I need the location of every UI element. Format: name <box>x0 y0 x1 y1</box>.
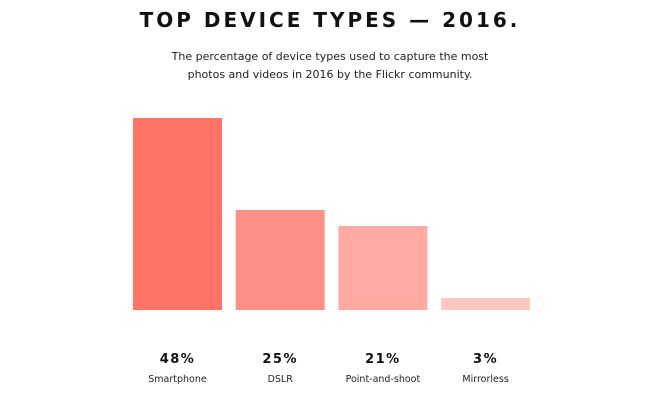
chart-title: TOP DEVICE TYPES — 2016. <box>139 8 521 32</box>
bar-dslr <box>235 210 325 310</box>
value-label: 25% <box>262 352 298 367</box>
category-label: Point-and-shoot <box>346 374 421 385</box>
value-label: 3% <box>473 352 498 367</box>
bar-point-and-shoot <box>338 226 428 310</box>
value-label: 21% <box>365 352 401 367</box>
chart-subtitle: The percentage of device types used to c… <box>171 50 489 81</box>
category-label: Smartphone <box>148 374 207 385</box>
bar-mirrorless <box>441 298 531 310</box>
bar-smartphone <box>133 118 222 310</box>
category-label: Mirrorless <box>462 374 508 385</box>
value-label: 48% <box>160 352 196 367</box>
category-label: DSLR <box>268 374 294 385</box>
